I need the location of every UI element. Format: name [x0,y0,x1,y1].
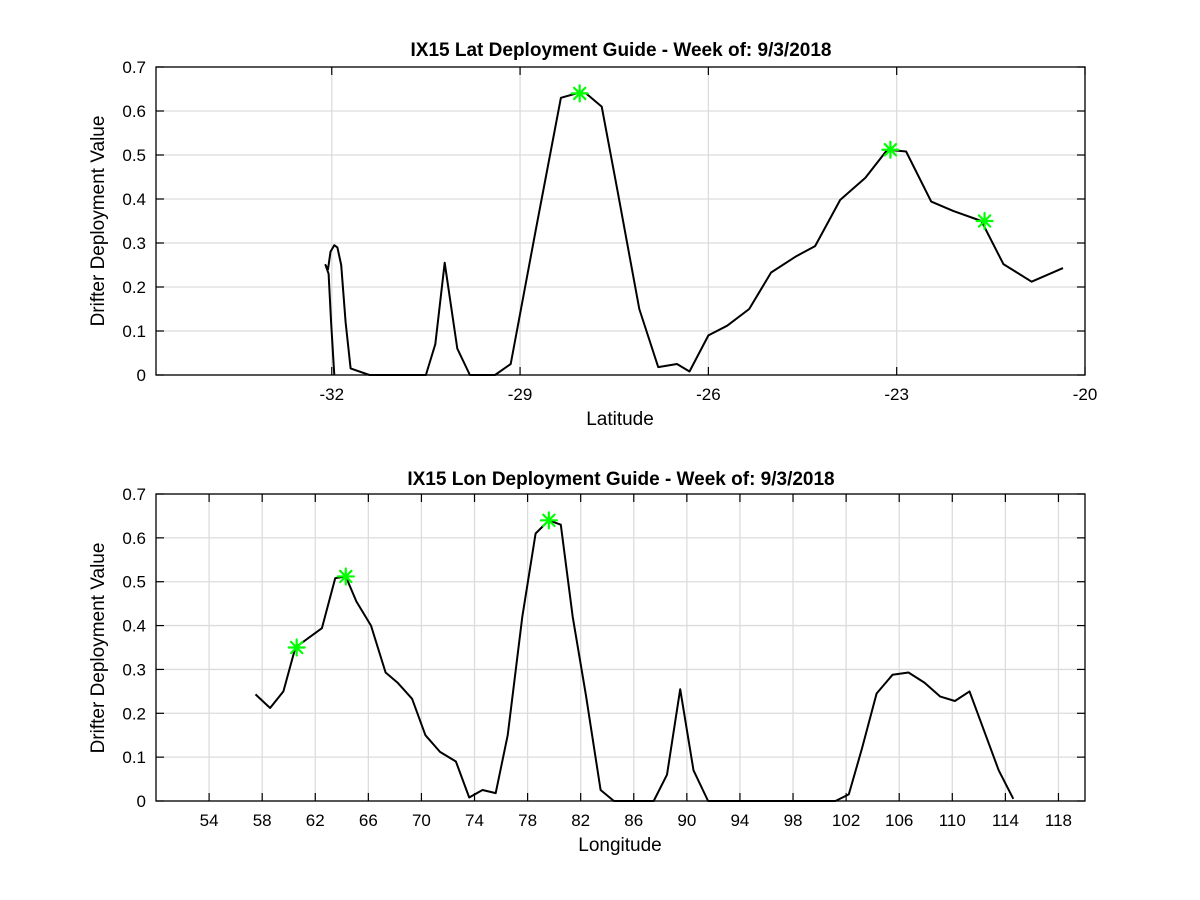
latitude-x-tick-label: -20 [1073,385,1098,404]
longitude-x-tick-label: 62 [306,811,325,830]
latitude-ticks: -32 -29 -26 -23 -20 0 0.1 0.2 0.3 0.4 0.5 0.6 0.7 [122,58,1097,404]
longitude-x-tick-label: 78 [518,811,537,830]
longitude-y-tick-label: 0.5 [122,573,146,592]
longitude-ticks: 54 58 62 66 70 74 78 82 86 90 94 98 102 106 110 114 118 0… [122,485,1085,830]
longitude-x-axis-label: Longitude [578,835,661,856]
longitude-x-tick-label: 98 [784,811,803,830]
longitude-x-tick-label: 70 [412,811,431,830]
longitude-y-tick-label: 0.4 [122,617,146,636]
latitude-axes-box [155,66,1086,376]
latitude-markers [570,84,994,231]
longitude-star-marker [287,638,306,657]
longitude-markers [287,511,558,657]
latitude-y-axis-label: Drifter Deployment Value [88,116,109,327]
latitude-x-tick-label: -23 [884,385,909,404]
latitude-y-tick-label: 0.6 [122,102,146,121]
longitude-x-tick-label: 90 [677,811,696,830]
longitude-x-tick-label: 102 [832,811,860,830]
longitude-x-tick-label: 66 [359,811,378,830]
longitude-y-tick-label: 0.7 [122,485,146,504]
latitude-y-tick-label: 0.2 [122,278,146,297]
latitude-x-tick-label: -32 [319,385,344,404]
longitude-series [254,519,1015,802]
latitude-y-tick-label: 0.3 [122,234,146,253]
longitude-x-tick-label: 58 [253,811,272,830]
longitude-x-tick-label: 74 [465,811,484,830]
latitude-star-marker [881,140,900,159]
longitude-y-tick-label: 0.6 [122,529,146,548]
longitude-x-tick-label: 54 [200,811,219,830]
longitude-x-tick-label: 118 [1045,811,1072,830]
latitude-plot: IX15 Lat Deployment Guide - Week of: 9/3… [88,40,1097,430]
longitude-y-axis-label: Drifter Deployment Value [88,543,109,754]
latitude-y-tick-label: 0 [137,366,146,385]
longitude-x-tick-label: 94 [730,811,749,830]
latitude-x-tick-label: -26 [696,385,721,404]
longitude-y-tick-label: 0.2 [122,704,146,723]
longitude-x-tick-label: 82 [571,811,590,830]
latitude-star-marker [975,211,994,231]
latitude-plot-title: IX15 Lat Deployment Guide - Week of: 9/3… [411,40,832,61]
longitude-plot: IX15 Lon Deployment Guide - Week of: 9/3… [88,469,1086,856]
longitude-x-tick-label: 86 [624,811,643,830]
latitude-y-tick-label: 0.1 [122,322,146,341]
latitude-star-marker [570,84,589,103]
longitude-y-tick-label: 0.3 [122,660,146,679]
latitude-y-tick-label: 0.5 [122,146,146,165]
latitude-x-axis-label: Latitude [586,409,654,430]
longitude-x-tick-label: 114 [992,811,1019,830]
longitude-star-marker [539,511,558,530]
longitude-x-tick-label: 110 [939,811,966,830]
latitude-x-tick-label: -29 [508,385,533,404]
longitude-y-tick-label: 0.1 [122,748,146,767]
latitude-y-tick-label: 0.4 [122,190,146,209]
longitude-plot-title: IX15 Lon Deployment Guide - Week of: 9/3… [407,469,834,490]
longitude-series-line [254,519,1015,802]
longitude-y-tick-label: 0 [137,792,146,811]
latitude-y-tick-label: 0.7 [122,58,146,77]
longitude-axes-box [155,493,1086,802]
longitude-x-tick-label: 106 [885,811,913,830]
longitude-star-marker [336,567,355,586]
